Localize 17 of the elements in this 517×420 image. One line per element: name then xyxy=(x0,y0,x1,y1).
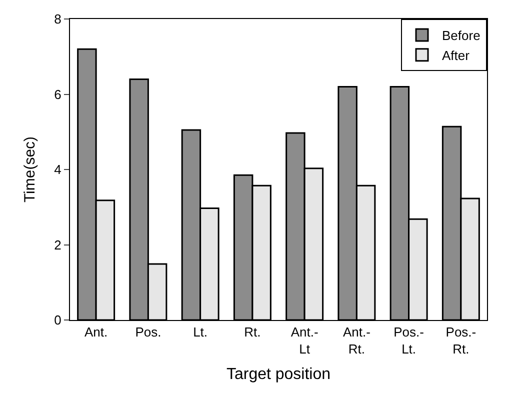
x-axis-title: Target position xyxy=(226,366,331,384)
x-tick-label: Ant.-Lt xyxy=(290,324,318,356)
x-tick-label: Pos. xyxy=(135,324,162,340)
x-tick-label: Lt. xyxy=(193,324,208,340)
y-tick-label: 0 xyxy=(54,312,62,328)
y-tick-label: 8 xyxy=(54,12,62,27)
x-tick-label: Ant.-Rt. xyxy=(342,324,370,356)
legend-label: Before xyxy=(442,28,480,44)
x-tick-label: Pos.-Rt. xyxy=(446,324,476,356)
legend-label: After xyxy=(442,48,470,63)
x-tick-label: Pos.-Lt. xyxy=(394,324,424,356)
y-axis-title: Time(sec) xyxy=(21,136,38,203)
y-tick-label: 4 xyxy=(54,162,62,178)
x-tick-label: Ant. xyxy=(84,324,108,340)
y-tick-label: 6 xyxy=(54,86,62,102)
x-tick-label: Rt. xyxy=(244,324,261,340)
y-tick-label: 2 xyxy=(54,237,62,252)
